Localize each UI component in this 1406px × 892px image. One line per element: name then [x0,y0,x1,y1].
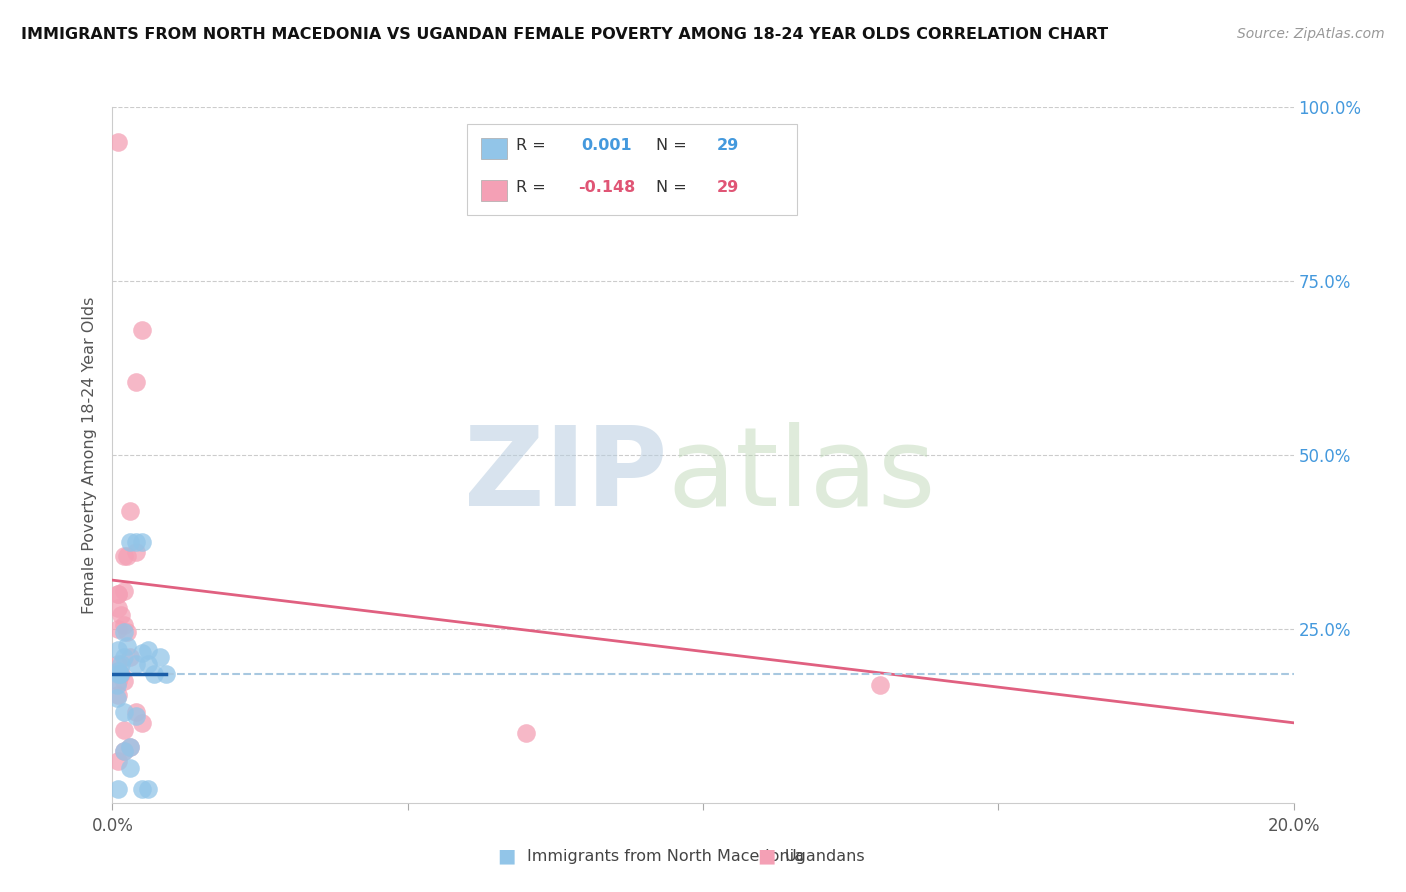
Point [112,723,135,737]
Point [112,583,135,598]
Text: Immigrants from North Macedonia: Immigrants from North Macedonia [527,849,804,863]
Point [107,664,129,678]
Point [869,677,891,691]
Point [120,649,142,664]
Point [112,618,135,632]
Point [108,667,131,681]
Point [112,744,135,758]
Point [117,549,138,563]
Point [117,639,138,653]
Point [107,587,129,601]
FancyBboxPatch shape [467,124,797,215]
Text: 0.001: 0.001 [581,137,631,153]
Point [107,587,129,601]
Point [107,657,129,671]
Point [125,535,148,549]
Point [107,622,129,636]
Point [120,740,142,755]
Point [110,657,132,671]
Point [120,761,142,775]
Point [136,781,159,796]
Text: 29: 29 [717,179,740,194]
Point [107,688,129,702]
Point [105,691,128,706]
Point [107,642,129,657]
Point [110,667,132,681]
Point [125,706,148,720]
Point [112,674,135,689]
Text: Source: ZipAtlas.com: Source: ZipAtlas.com [1237,27,1385,41]
Text: ZIP: ZIP [464,422,668,529]
Point [120,503,142,517]
Point [120,535,142,549]
Text: R =: R = [516,179,551,194]
Point [125,708,148,723]
Point [107,754,129,768]
Point [125,375,148,389]
Point [136,642,159,657]
Text: N =: N = [655,179,692,194]
Text: N =: N = [655,137,692,153]
Point [131,323,153,337]
Point [105,677,128,691]
Point [112,625,135,640]
Point [107,667,129,681]
Point [107,674,129,689]
Text: atlas: atlas [668,422,936,529]
Point [108,667,131,681]
Point [107,601,129,615]
Point [125,657,148,671]
Point [136,657,159,671]
Point [107,135,129,149]
Point [112,649,135,664]
Text: 29: 29 [717,137,740,153]
Bar [481,138,508,159]
Point [110,607,132,622]
Point [120,740,142,755]
Text: Ugandans: Ugandans [785,849,865,863]
Point [117,625,138,640]
Point [155,667,177,681]
Point [149,649,172,664]
Y-axis label: Female Poverty Among 18-24 Year Olds: Female Poverty Among 18-24 Year Olds [82,296,97,614]
Point [112,549,135,563]
Point [125,545,148,559]
Text: ■: ■ [756,847,776,866]
Point [131,781,153,796]
Point [131,535,153,549]
Point [131,715,153,730]
Point [131,646,153,660]
Point [142,667,165,681]
Point [112,744,135,758]
Text: ■: ■ [496,847,516,866]
Text: -0.148: -0.148 [578,179,636,194]
Text: R =: R = [516,137,551,153]
Text: IMMIGRANTS FROM NORTH MACEDONIA VS UGANDAN FEMALE POVERTY AMONG 18-24 YEAR OLDS : IMMIGRANTS FROM NORTH MACEDONIA VS UGAND… [21,27,1108,42]
Point [112,706,135,720]
Point [107,781,129,796]
Point [515,726,537,740]
Bar [481,180,508,201]
